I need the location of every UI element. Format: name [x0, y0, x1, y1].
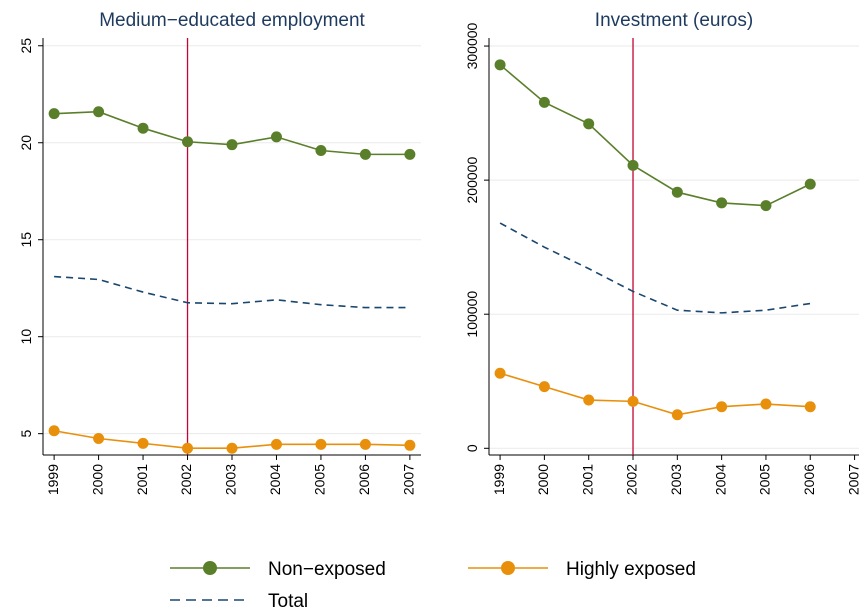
series-line — [499, 372, 811, 416]
point — [627, 159, 639, 171]
point — [359, 438, 371, 450]
x-tick-label: 2000 — [535, 464, 551, 495]
x-tick-label: 2001 — [134, 464, 150, 495]
y-tick-label: 25 — [18, 38, 34, 54]
point — [315, 144, 327, 156]
point — [760, 398, 772, 410]
y-tick-label: 0 — [464, 444, 480, 452]
legend-label: Non−exposed — [268, 559, 386, 580]
legend-label: Total — [268, 591, 308, 612]
series-line — [54, 275, 410, 309]
point — [182, 136, 194, 148]
point — [716, 401, 728, 413]
y-tick-label: 15 — [18, 232, 34, 248]
series-line — [499, 222, 811, 314]
point — [137, 122, 149, 134]
point — [538, 96, 550, 108]
point — [226, 442, 238, 454]
point — [270, 131, 282, 143]
point — [359, 148, 371, 160]
point — [760, 200, 772, 212]
point — [583, 394, 595, 406]
point — [627, 395, 639, 407]
x-tick-label: 2000 — [89, 464, 105, 495]
point — [182, 442, 194, 454]
chart-title: Medium−educated employment — [99, 10, 365, 31]
legend-marker — [501, 561, 515, 575]
legend-label: Highly exposed — [566, 559, 696, 580]
x-tick-label: 2004 — [712, 464, 728, 495]
y-tick-label: 100000 — [464, 291, 480, 338]
x-tick-label: 2007 — [845, 464, 861, 495]
point — [48, 425, 60, 437]
point — [538, 381, 550, 393]
point — [48, 108, 60, 120]
point — [226, 139, 238, 151]
chart-title: Investment (euros) — [595, 10, 753, 31]
x-tick-label: 1999 — [491, 464, 507, 495]
point — [315, 438, 327, 450]
x-tick-label: 2001 — [579, 464, 595, 495]
point — [804, 178, 816, 190]
x-tick-label: 2006 — [801, 464, 817, 495]
point — [404, 148, 416, 160]
x-tick-label: 1999 — [45, 464, 61, 495]
y-tick-label: 200000 — [464, 157, 480, 204]
point — [93, 106, 105, 118]
point — [583, 118, 595, 130]
x-tick-label: 2002 — [624, 464, 640, 495]
x-tick-label: 2002 — [178, 464, 194, 495]
y-tick-label: 300000 — [464, 22, 480, 69]
point — [404, 439, 416, 451]
x-tick-label: 2007 — [401, 464, 417, 495]
point — [671, 186, 683, 198]
point — [137, 437, 149, 449]
point — [671, 409, 683, 421]
y-tick-label: 5 — [18, 430, 34, 438]
series-line — [499, 64, 811, 207]
x-tick-label: 2004 — [267, 464, 283, 495]
point — [270, 438, 282, 450]
point — [716, 197, 728, 209]
point — [494, 59, 506, 71]
legend-marker — [203, 561, 217, 575]
x-tick-label: 2006 — [356, 464, 372, 495]
x-tick-label: 2003 — [223, 464, 239, 495]
y-tick-label: 10 — [18, 329, 34, 345]
x-tick-label: 2005 — [312, 464, 328, 495]
x-tick-label: 2003 — [668, 464, 684, 495]
point — [804, 401, 816, 413]
point — [494, 367, 506, 379]
point — [93, 433, 105, 445]
x-tick-label: 2005 — [757, 464, 773, 495]
y-tick-label: 20 — [18, 135, 34, 151]
